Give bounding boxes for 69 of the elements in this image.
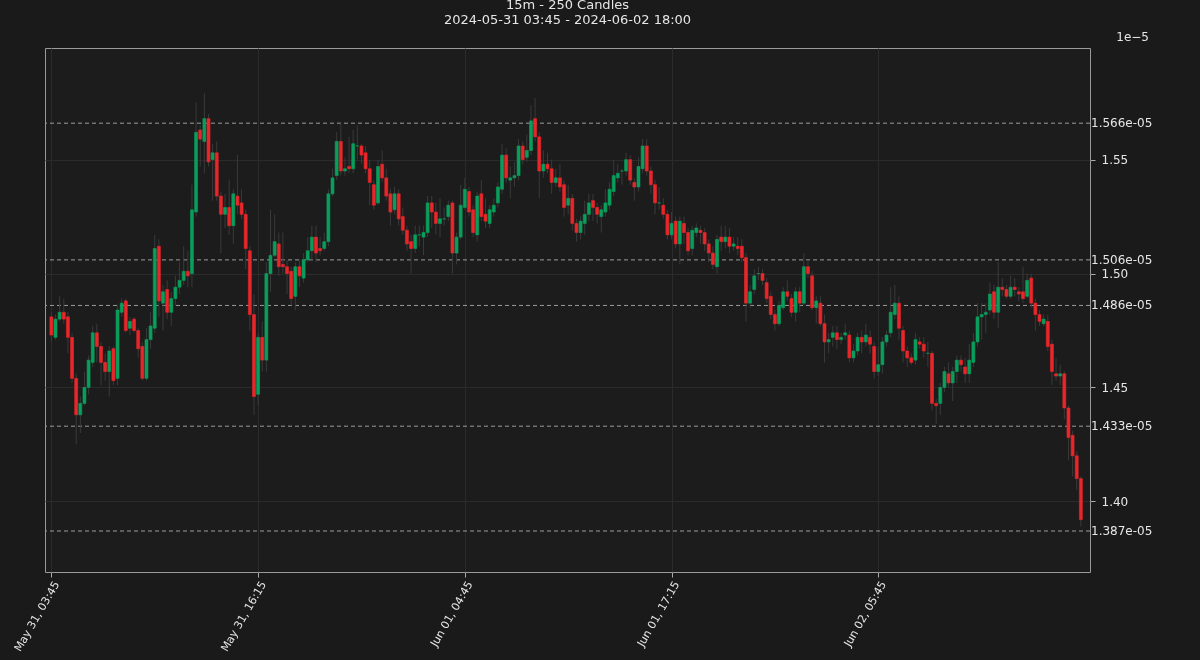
candlestick <box>541 150 546 179</box>
candlestick <box>992 284 996 320</box>
candlestick <box>1058 364 1062 386</box>
candlestick <box>988 282 992 316</box>
candlestick <box>549 159 554 195</box>
candlestick <box>727 227 732 254</box>
chart-title: 15m - 250 Candles <box>505 0 630 12</box>
candlestick <box>314 225 318 263</box>
candlestick <box>587 193 591 222</box>
candlestick <box>392 186 397 215</box>
candlestick <box>438 197 442 238</box>
ref-line-label: 1.486e-05 <box>1091 298 1153 313</box>
candlestick <box>913 332 918 366</box>
candlestick <box>1008 275 1013 300</box>
candlestick <box>276 232 281 277</box>
candlestick <box>690 225 695 256</box>
y-tick-label: 1.50 <box>1101 267 1129 282</box>
candlestick <box>876 345 881 377</box>
candlestick <box>227 179 231 236</box>
ref-line-label: 1.566e-05 <box>1091 116 1153 131</box>
candlestick <box>446 200 451 222</box>
candlestick <box>434 202 438 236</box>
candlestick <box>673 216 678 249</box>
candlestick <box>955 355 959 384</box>
candlestick <box>235 154 240 215</box>
candlestick <box>210 143 215 202</box>
candlestick <box>128 316 132 336</box>
y-tick-label: 1.45 <box>1101 380 1129 395</box>
candlestick <box>260 320 265 373</box>
candlestick <box>347 136 351 174</box>
candlestick <box>797 286 802 313</box>
candlestick <box>297 259 302 288</box>
candlestick <box>963 357 967 384</box>
ref-line-label: 1.506e-05 <box>1091 252 1153 267</box>
candlestick <box>723 225 728 249</box>
candlestick <box>566 184 570 215</box>
candlestick <box>1012 277 1017 297</box>
candlestick <box>678 216 682 265</box>
y-tick-label: 1.40 <box>1101 494 1129 509</box>
candlestick <box>181 245 186 286</box>
candlestick <box>835 325 839 350</box>
candlestick <box>504 147 508 183</box>
candlestick <box>669 211 674 240</box>
y-tick-label: 1.55 <box>1101 153 1129 168</box>
candlestick <box>711 245 715 270</box>
candlestick <box>169 291 174 327</box>
ref-line-label: 1.387e-05 <box>1091 523 1153 538</box>
text: 1e−5 <box>1116 30 1149 44</box>
candlestick <box>1000 277 1005 297</box>
candlestick <box>657 186 661 211</box>
chart-subtitle: 2024-05-31 03:45 - 2024-06-02 18:00 <box>443 12 692 27</box>
candlestick <box>591 193 595 222</box>
candlestick <box>814 295 819 325</box>
candlestick <box>49 311 54 343</box>
candlestick <box>628 154 633 186</box>
candlestick <box>967 343 972 384</box>
candlestick <box>1021 266 1025 304</box>
candlestick <box>318 236 322 256</box>
candlestick <box>599 204 604 234</box>
candlestick <box>793 286 798 322</box>
candlestick <box>310 225 314 261</box>
ref-line-label: 1.433e-05 <box>1091 419 1153 434</box>
candlestick <box>946 361 951 388</box>
candlestick <box>553 168 558 188</box>
candlestick <box>839 332 843 345</box>
candlestick <box>831 325 835 347</box>
candlestick <box>223 193 227 229</box>
candlestick <box>442 206 446 227</box>
candlestick <box>859 330 864 354</box>
